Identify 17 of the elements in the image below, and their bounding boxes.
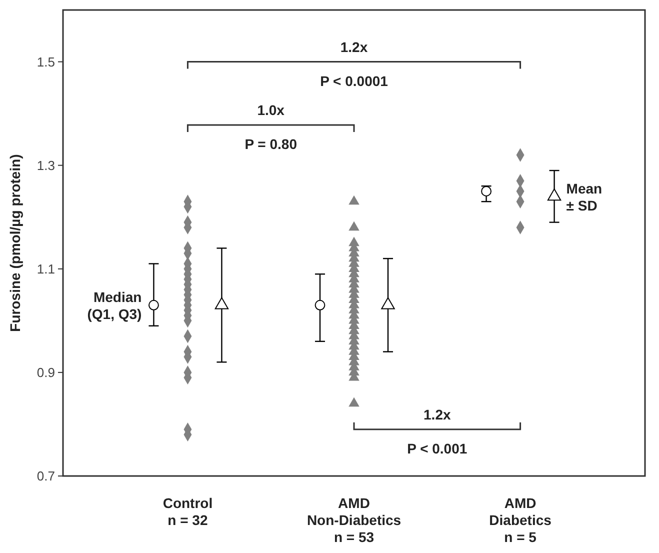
annotation: 1.2x xyxy=(340,38,368,55)
y-tick-label: 0.9 xyxy=(36,364,55,380)
y-axis-title: Furosine (pmol/µg protein) xyxy=(7,154,23,332)
annotation: P < 0.0001 xyxy=(320,72,388,89)
y-tick-label: 1.3 xyxy=(36,158,55,173)
annotation: 1.0x xyxy=(257,102,285,118)
annotation: P = 0.80 xyxy=(244,136,298,152)
y-tick-label: 1.1 xyxy=(36,261,55,276)
annotation: P < 0.001 xyxy=(407,440,468,456)
x-tick-label: AMD Non-Diabetics n = 53 xyxy=(306,495,402,545)
series-label: Median (Q1, Q3) xyxy=(87,289,142,322)
annotation: 1.2x xyxy=(424,406,451,422)
x-tick-label: Control n = 32 xyxy=(162,495,213,528)
y-tick-label: 1.5 xyxy=(36,54,55,70)
y-tick-label: 0.7 xyxy=(36,468,55,484)
x-tick-label: AMD Diabetics n = 5 xyxy=(489,495,552,545)
series-label: Mean ± SD xyxy=(566,180,602,214)
